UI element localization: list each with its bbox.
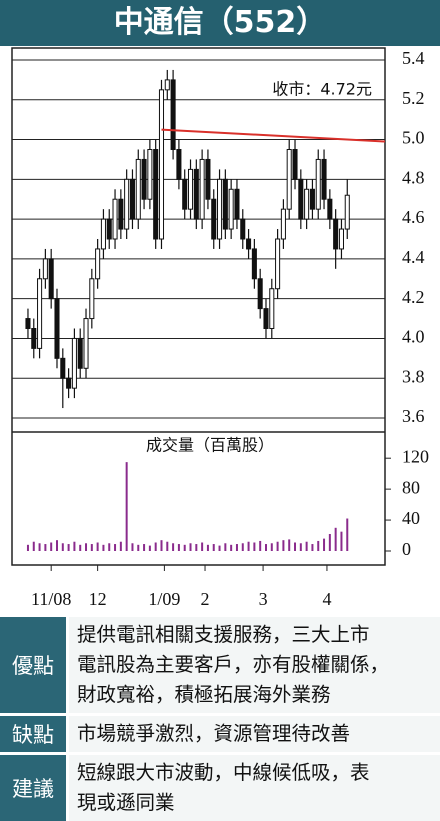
candle-body: [54, 298, 60, 359]
candle-body: [112, 198, 118, 240]
row-label: 建議: [0, 755, 66, 821]
plot-frame: [11, 47, 386, 566]
candle-body: [106, 218, 112, 240]
candle-body: [257, 278, 263, 310]
candle-body: [71, 337, 77, 389]
row-text: 提供電訊相關支援服務，三大上市 電訊股為主要客戶，亦有股權關係， 財政寬裕，積極拓展…: [66, 617, 440, 713]
annotation: 收市：4.72元: [272, 80, 372, 99]
chart: 5.4 5.2 5.0 4.8 4.6 4.4 4.2 4.0 3.8 3.6 0 40 80 120 11…: [11, 47, 429, 609]
candle-body: [304, 188, 310, 220]
candle-body: [228, 188, 234, 230]
x-tick-label: 2: [201, 589, 210, 609]
text-line: 電訊股為主要客戶，亦有股權關係，: [77, 653, 390, 676]
row-label: 缺點: [0, 716, 66, 752]
table-row: 缺點 市場競爭激烈，資源管理待改善: [0, 713, 440, 752]
y-tick-label: 40: [402, 508, 420, 528]
candle-body: [48, 258, 54, 300]
text-line: 現或遜同業: [77, 791, 175, 814]
candle-body: [275, 238, 281, 290]
y-tick-label: 0: [402, 539, 411, 559]
x-tick-label: 3: [259, 589, 268, 609]
candle-body: [286, 149, 292, 210]
y-tick-label: 4.4: [402, 247, 425, 267]
candle-body: [31, 328, 37, 349]
candle-body: [135, 158, 141, 220]
row-text: 短線跟大市波動，中線候低吸，表 現或遜同業: [66, 755, 440, 821]
candle-body: [42, 258, 48, 280]
candle-body: [199, 158, 205, 220]
y-tick-label: 4.6: [402, 207, 425, 227]
candle-body: [333, 218, 339, 250]
text-line: 市場競爭激烈，資源管理待改善: [77, 722, 351, 745]
candle-body: [153, 149, 159, 240]
candle-body: [77, 337, 83, 369]
candle-body: [118, 198, 124, 230]
x-tick-label: 1/09: [148, 589, 180, 609]
y-tick-label: 4.8: [402, 167, 425, 187]
y-tick-label: 5.4: [402, 48, 425, 68]
y-tick-label: 120: [402, 446, 429, 466]
x-tick-label: 4: [322, 589, 331, 609]
candle-body: [321, 158, 327, 200]
candle-body: [83, 318, 89, 369]
candle-body: [222, 178, 228, 230]
candle-body: [176, 149, 182, 180]
candle-body: [280, 208, 286, 240]
title: 中通信（552）: [0, 0, 440, 46]
x-tick-label: 11/08: [31, 589, 71, 609]
y-tick-label: 3.6: [402, 406, 425, 426]
candle-body: [240, 218, 246, 240]
candle-body: [100, 218, 106, 250]
candle-body: [298, 178, 304, 220]
candle-body: [89, 278, 95, 320]
candle-body: [187, 168, 194, 210]
row-text: 市場競爭激烈，資源管理待改善: [66, 716, 440, 752]
candle-body: [158, 89, 165, 240]
candle-body: [338, 228, 344, 250]
candle-body: [25, 318, 31, 329]
y-tick-label: 5.2: [402, 88, 425, 108]
candle-body: [66, 377, 72, 389]
candle-body: [164, 79, 170, 91]
info-table: 優點 提供電訊相關支援服務，三大上市 電訊股為主要客戶，亦有股權關係， 財政寬裕，積極…: [0, 614, 440, 821]
candle-body: [292, 149, 298, 180]
candle-body: [251, 248, 257, 280]
table-row: 建議 短線跟大市波動，中線候低吸，表 現或遜同業: [0, 752, 440, 821]
y-tick-label: 80: [402, 477, 420, 497]
y-tick-label: 3.8: [402, 366, 425, 386]
candle-body: [60, 357, 66, 379]
candle-body: [246, 238, 252, 250]
candle-body: [147, 149, 153, 200]
candle-body: [124, 178, 130, 230]
candle-body: [193, 168, 199, 220]
candle-body: [344, 194, 350, 230]
candle-body: [217, 178, 223, 240]
table-row: 優點 提供電訊相關支援服務，三大上市 電訊股為主要客戶，亦有股權關係， 財政寬裕，積極…: [0, 614, 440, 713]
candle-body: [309, 188, 315, 210]
candle-body: [141, 158, 147, 200]
candle-body: [327, 198, 333, 220]
candle-body: [315, 158, 321, 210]
candle-body: [182, 178, 188, 210]
x-tick-label: 12: [89, 589, 107, 609]
candle-body: [211, 198, 217, 240]
candle-body: [205, 158, 211, 200]
candle-body: [263, 308, 269, 330]
candle-body: [95, 248, 101, 280]
candle-body: [170, 79, 176, 151]
text-line: 財政寬裕，積極拓展海外業務: [77, 683, 331, 706]
candle-body: [269, 288, 275, 330]
trendline: [161, 128, 386, 143]
y-tick-label: 4.2: [402, 287, 425, 307]
y-tick-label: 4.0: [402, 327, 425, 347]
row-label: 優點: [0, 617, 66, 713]
candle-body: [234, 188, 240, 220]
volume-title: 成交量（百萬股）: [146, 436, 274, 455]
text-line: 短線跟大市波動，中線候低吸，表: [77, 761, 370, 784]
candle-body: [37, 278, 43, 349]
text-line: 提供電訊相關支援服務，三大上市: [77, 623, 370, 646]
candle-body: [129, 178, 135, 220]
y-tick-label: 5.0: [402, 128, 425, 148]
